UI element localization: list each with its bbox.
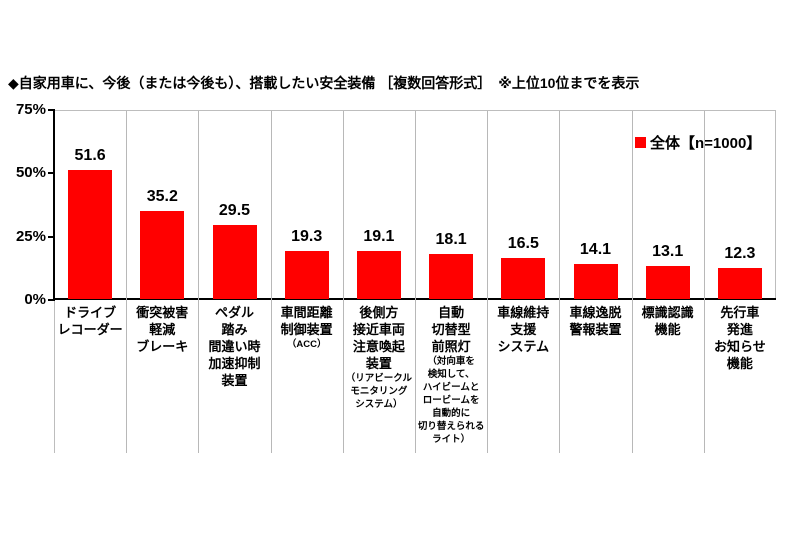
category-sublabel-line: ロービームを — [422, 395, 480, 406]
bar-value-label: 14.1 — [579, 240, 612, 258]
plot-left-extension — [54, 300, 55, 453]
category-label: ドライブ レコーダー — [54, 304, 126, 338]
category-sublabel-line: モニタリング — [350, 386, 408, 397]
plot-right-border — [775, 110, 776, 300]
y-axis-tick-mark — [48, 109, 55, 111]
category-separator-line — [631, 111, 633, 453]
category-label-line: 車線維持 — [497, 305, 550, 320]
category-label-line: 前照灯 — [431, 339, 471, 354]
category-label-line: 衝突被害 — [136, 305, 189, 320]
category-label-line: ペダル — [214, 305, 254, 320]
category-label: 衝突被害軽減ブレーキ — [126, 304, 198, 355]
category-label-line: 注意喚起 — [352, 339, 405, 354]
category-label: 先行車発進お知らせ機能 — [704, 304, 776, 372]
y-axis-tick-label: 25% — [15, 227, 46, 245]
category-separator-line — [342, 111, 344, 453]
category-separator-line — [487, 111, 489, 453]
legend-label: 全体【n=1000】 — [650, 135, 762, 152]
category-label-line: システム — [497, 339, 550, 354]
category-sublabel-line: 自動的に — [432, 408, 471, 419]
bar — [68, 169, 113, 299]
bar — [501, 257, 546, 299]
bar-value-label: 13.1 — [652, 243, 684, 261]
legend: 全体【n=1000】 — [635, 132, 761, 153]
category-sublabel-line: （リアビークル — [345, 373, 412, 384]
category-separator-line — [270, 111, 272, 453]
bar — [573, 263, 618, 299]
category-label-line: 支援 — [510, 322, 537, 337]
category-label-line: 間違い時 — [208, 339, 261, 354]
category-separator-line — [198, 111, 200, 453]
bar — [429, 253, 474, 299]
category-sublabel-line: ライト） — [432, 434, 471, 445]
category-separator-line — [415, 111, 416, 453]
bar-value-label: 29.5 — [218, 202, 251, 220]
bar-value-label: 18.1 — [435, 230, 467, 248]
category-label-line: 接近車両 — [352, 322, 405, 337]
bar — [356, 251, 401, 299]
category-label-line: 機能 — [726, 356, 753, 371]
category-sublabel-line: 検知して、 — [427, 369, 475, 380]
bar — [645, 266, 690, 299]
bar-value-label: 35.2 — [146, 187, 178, 205]
category-sublabel-line: システム） — [355, 399, 403, 410]
x-axis-line — [53, 298, 776, 300]
category-separator-line — [703, 111, 705, 453]
category-label-line: 制御装置 — [280, 322, 333, 337]
bar — [284, 250, 329, 299]
category-label-line: 後側方 — [359, 305, 399, 320]
category-label-line: 機能 — [654, 322, 681, 337]
category-label-line: 車線逸脱 — [569, 305, 622, 320]
y-axis-line — [53, 110, 55, 300]
plot-area: 全体【n=1000】 51.6 ドライブレコーダー 35.2 衝突被害軽減ブレーキ 29… — [53, 110, 776, 453]
category-label: 標識認識 機能 — [632, 304, 704, 338]
category-label-line: 発進 — [726, 322, 753, 337]
category-label: ペダル踏み間違い時加速抑制装置 — [198, 304, 270, 389]
bar — [717, 268, 762, 299]
category-label-line: 標識認識 — [641, 305, 694, 320]
bar — [212, 225, 257, 299]
category-label: 後側方接近車両注意喚起装置 （リアビークル モニタリング システム） — [343, 304, 415, 411]
category-label-line: ブレーキ — [136, 339, 189, 354]
y-axis-tick-label: 75% — [15, 101, 46, 118]
y-axis-tick-mark — [48, 299, 55, 301]
category-label-line: ドライブ — [64, 305, 117, 320]
category-label: 車線維持支援システム — [487, 304, 559, 355]
category-label-line: 踏み — [221, 322, 248, 337]
category-label: 車間距離制御装置 （ACC） — [271, 304, 343, 351]
plot-top-border — [54, 110, 776, 111]
category-label-line: 加速抑制 — [208, 356, 261, 371]
y-axis-tick-mark — [48, 235, 55, 238]
category-label-line: 先行車 — [720, 305, 760, 320]
bar — [140, 210, 185, 299]
y-axis-tick-label: 50% — [15, 164, 46, 182]
category-label: 車線逸脱 警報装置 — [559, 304, 631, 338]
category-separator-line — [559, 111, 561, 453]
category-separator-line — [126, 111, 128, 453]
category-label-line: お知らせ — [714, 339, 766, 354]
y-axis-tick-mark — [48, 172, 55, 175]
y-axis-tick-label: 0% — [24, 291, 46, 308]
chart-title: ◆自家用車に、今後（または今後も）、搭載したい安全装備 ［複数回答形式］ ※上位… — [8, 75, 640, 91]
category-sublabel-line: （ACC） — [286, 339, 327, 350]
category-label-line: 警報装置 — [569, 322, 622, 337]
legend-swatch-icon — [635, 137, 646, 148]
category-sublabel-line: （対向車を — [427, 356, 475, 367]
category-sublabel-line: 切り替えられる — [417, 421, 485, 432]
category-label-line: 自動 — [438, 305, 465, 320]
category-label-line: 装置 — [365, 356, 392, 371]
category-label: 自動切替型前照灯 （対向車を検知して、ハイビームと ロービームを 自動的に切り替えられ… — [415, 304, 487, 446]
bar-value-label: 16.5 — [507, 234, 539, 252]
category-label-line: 切替型 — [431, 322, 471, 337]
category-label-line: 軽減 — [149, 322, 176, 337]
category-label-line: 車間距離 — [280, 305, 333, 320]
bar-value-label: 19.3 — [291, 227, 323, 245]
category-label-line: レコーダー — [57, 322, 123, 337]
bar-value-label: 51.6 — [74, 146, 106, 164]
bar-value-label: 12.3 — [724, 245, 756, 263]
bar-value-label: 19.1 — [363, 228, 395, 246]
category-label-line: 装置 — [221, 373, 248, 388]
category-sublabel-line: ハイビームと — [422, 382, 480, 393]
